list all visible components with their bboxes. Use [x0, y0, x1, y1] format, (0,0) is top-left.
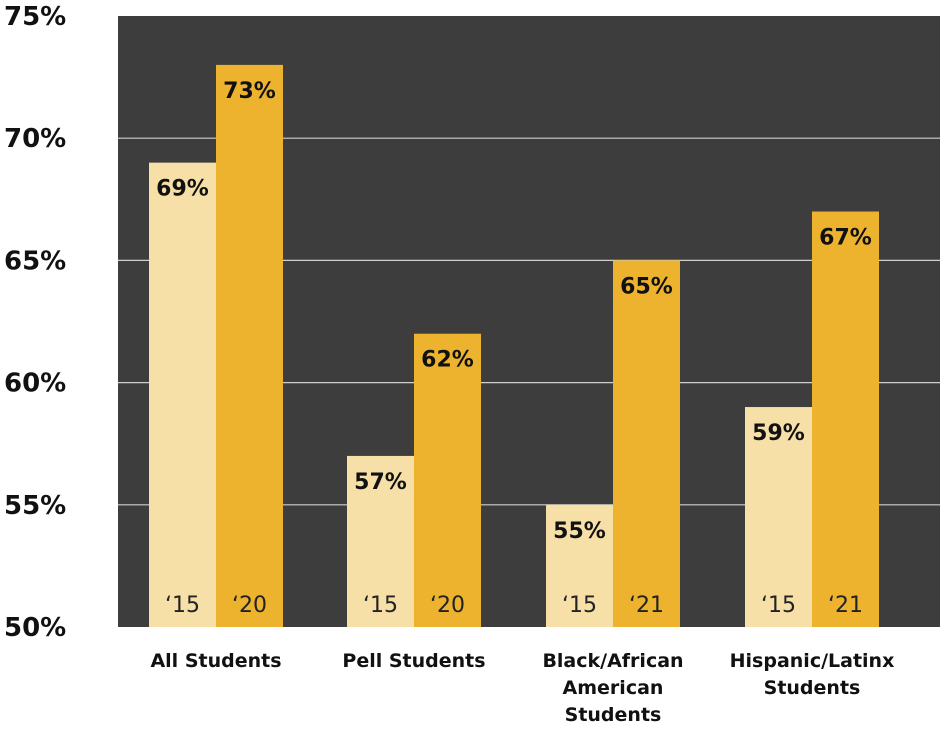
- x-axis-categories: All Students Pell Students Black/African Am…: [150, 650, 894, 726]
- bar-value-label: 67%: [819, 226, 872, 251]
- x-category-label: Hispanic/Latinx: [730, 650, 895, 672]
- x-category-label: Students: [764, 677, 861, 699]
- y-axis-ticks: 50% 55% 60% 65% 70% 75%: [4, 2, 66, 643]
- bar-value-label: 73%: [223, 79, 276, 104]
- y-tick-label: 55%: [4, 491, 66, 521]
- bar-value-label: 65%: [620, 274, 673, 299]
- bar: [745, 407, 812, 627]
- bar-value-label: 62%: [421, 348, 474, 373]
- y-tick-label: 70%: [4, 124, 66, 154]
- bar: [149, 162, 216, 627]
- bar: [414, 333, 481, 627]
- bar-year-label: ‘20: [430, 593, 465, 618]
- bar-year-label: ‘20: [232, 593, 267, 618]
- y-tick-label: 50%: [4, 613, 66, 643]
- x-category-label: All Students: [150, 650, 281, 672]
- bar-year-label: ‘15: [363, 593, 398, 618]
- bar-value-label: 57%: [354, 470, 407, 495]
- bar: [613, 260, 680, 627]
- x-category-label: American: [563, 677, 664, 699]
- bar: [812, 211, 879, 627]
- bar-year-label: ‘15: [562, 593, 597, 618]
- bar: [546, 504, 613, 627]
- x-category-label: Pell Students: [342, 650, 485, 672]
- bar-value-label: 55%: [553, 519, 606, 544]
- y-tick-label: 75%: [4, 2, 66, 32]
- y-tick-label: 60%: [4, 369, 66, 399]
- bar-value-label: 69%: [156, 177, 209, 202]
- bar: [347, 455, 414, 627]
- y-tick-label: 65%: [4, 246, 66, 276]
- bar-value-label: 59%: [752, 421, 805, 446]
- bars: 69% ‘15 73% ‘20 57% ‘15 62% ‘20 55% ‘15 65% ‘21 59% ‘…: [149, 64, 879, 627]
- x-category-label: Black/African: [542, 650, 683, 672]
- bar: [216, 64, 283, 627]
- bar-year-label: ‘21: [828, 593, 863, 618]
- bar-year-label: ‘15: [761, 593, 796, 618]
- x-category-label: Students: [565, 704, 662, 726]
- bar-year-label: ‘21: [629, 593, 664, 618]
- bar-year-label: ‘15: [165, 593, 200, 618]
